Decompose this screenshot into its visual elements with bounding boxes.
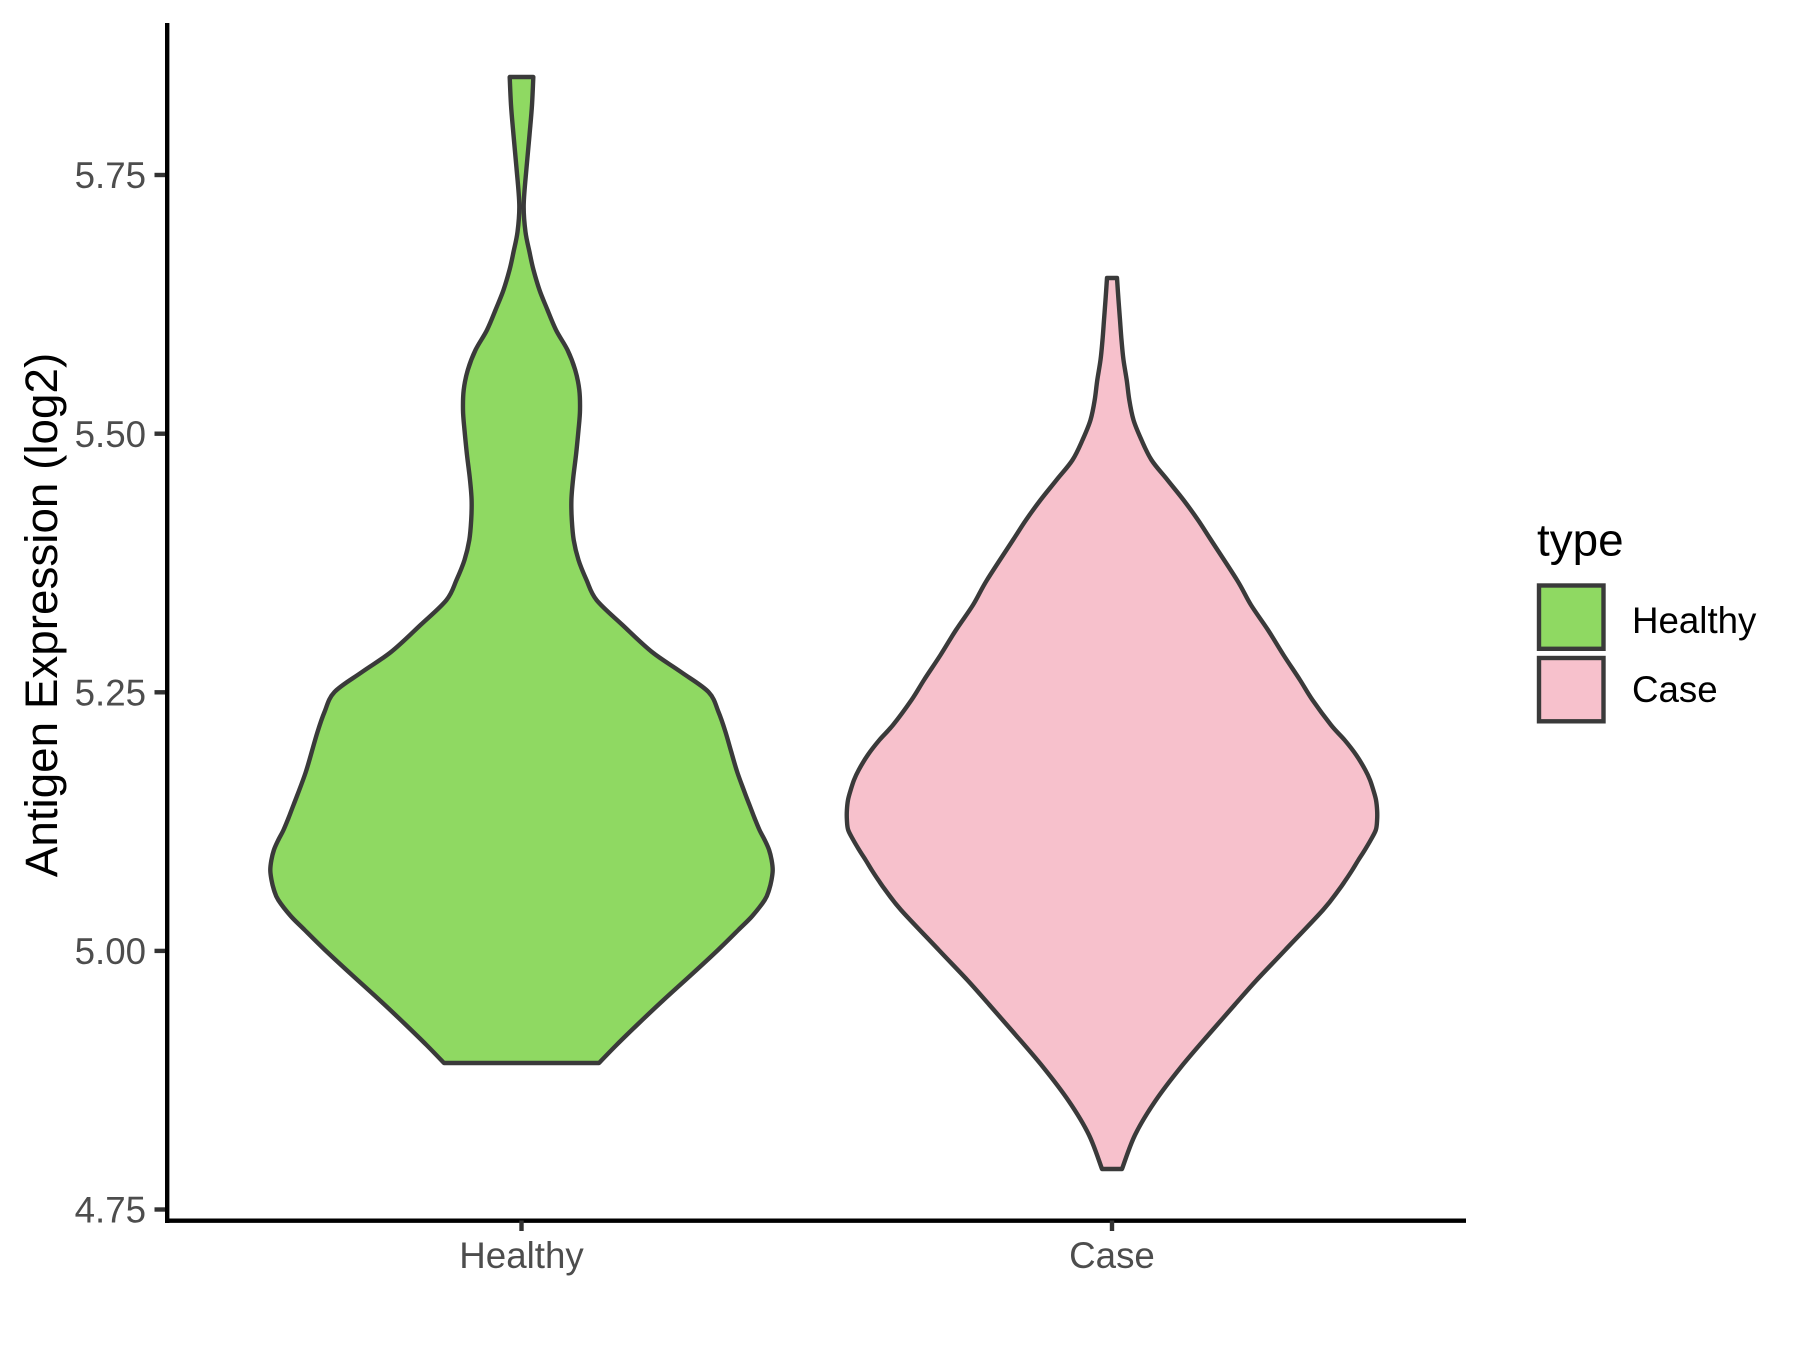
svg-text:Case: Case: [1632, 669, 1718, 710]
svg-text:Healthy: Healthy: [459, 1235, 584, 1276]
svg-text:4.75: 4.75: [75, 1190, 146, 1231]
svg-text:Antigen Expression (log2): Antigen Expression (log2): [16, 353, 67, 877]
svg-text:type: type: [1537, 515, 1624, 566]
svg-text:5.75: 5.75: [75, 155, 146, 196]
svg-text:Case: Case: [1069, 1235, 1155, 1276]
svg-text:5.25: 5.25: [75, 673, 146, 714]
svg-text:Healthy: Healthy: [1632, 600, 1757, 641]
svg-text:5.50: 5.50: [75, 414, 146, 455]
svg-text:5.00: 5.00: [75, 931, 146, 972]
